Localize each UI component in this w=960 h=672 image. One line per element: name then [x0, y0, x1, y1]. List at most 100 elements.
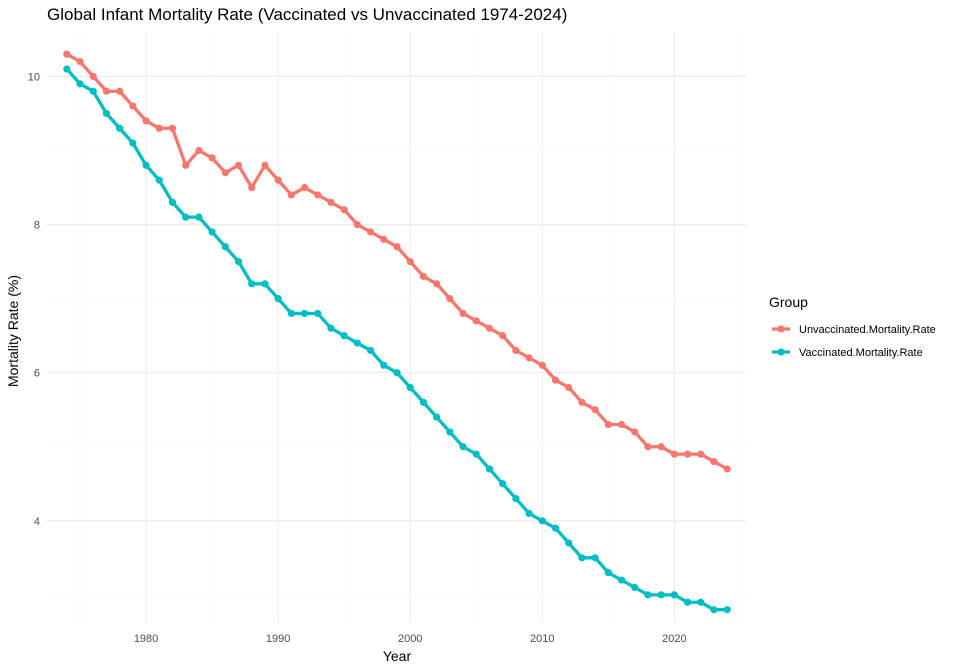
data-point	[142, 161, 150, 169]
x-tick-label: 1990	[266, 633, 290, 645]
legend-key-point	[777, 325, 785, 333]
data-point	[142, 117, 150, 125]
data-point	[538, 361, 546, 369]
data-point	[485, 465, 494, 473]
data-point	[591, 406, 599, 414]
data-point	[274, 295, 282, 303]
data-point	[419, 398, 428, 406]
data-point	[353, 339, 361, 347]
data-point	[248, 183, 256, 192]
y-tick-label: 8	[34, 220, 40, 232]
chart-title: Global Infant Mortality Rate (Vaccinated…	[47, 5, 567, 24]
data-point	[208, 228, 216, 236]
data-point	[287, 309, 295, 318]
data-point	[221, 243, 229, 251]
data-point	[327, 198, 335, 206]
data-point	[314, 191, 322, 199]
x-axis-ticks: 1980 1990 2000 2010 2020	[134, 633, 687, 645]
data-point	[393, 369, 401, 377]
data-point	[300, 183, 309, 192]
data-point	[710, 457, 718, 466]
data-point	[89, 72, 97, 81]
data-point	[380, 361, 388, 369]
data-point	[248, 280, 256, 288]
data-point	[380, 235, 388, 243]
data-point	[710, 606, 718, 614]
data-point	[234, 257, 243, 266]
data-point	[670, 450, 678, 458]
data-point	[63, 50, 71, 58]
data-point	[565, 539, 573, 547]
data-point	[102, 87, 111, 95]
data-point	[723, 606, 731, 614]
data-point	[182, 213, 190, 221]
legend-item: Vaccinated.Mortality.Rate	[772, 347, 923, 359]
x-tick-label: 2020	[662, 633, 686, 645]
data-point	[683, 450, 692, 458]
data-point	[565, 383, 573, 392]
y-axis-title: Mortality Rate (%)	[5, 275, 21, 387]
data-point	[155, 176, 163, 184]
data-point	[168, 124, 177, 132]
data-point	[168, 198, 177, 206]
data-point	[63, 65, 71, 73]
data-point	[512, 346, 520, 355]
data-point	[195, 146, 203, 155]
data-point	[208, 154, 216, 162]
data-point	[485, 324, 494, 332]
data-point	[683, 598, 692, 606]
data-point	[129, 139, 137, 147]
grid	[47, 32, 747, 623]
data-point	[538, 517, 546, 525]
data-point	[723, 465, 731, 473]
data-point	[551, 524, 560, 532]
data-point	[366, 228, 375, 236]
data-point	[697, 450, 705, 458]
data-point	[631, 583, 639, 592]
data-point	[234, 161, 243, 169]
data-point	[76, 58, 84, 66]
data-point	[221, 169, 229, 177]
data-point	[89, 87, 97, 95]
data-point	[631, 428, 639, 436]
data-point	[406, 383, 414, 392]
data-point	[604, 569, 612, 577]
series-line	[66, 52, 728, 471]
data-point	[472, 450, 480, 458]
data-point	[551, 376, 560, 384]
data-point	[670, 591, 678, 599]
data-point	[657, 443, 665, 451]
data-point	[591, 554, 599, 562]
y-axis-ticks: 4 6 8 10	[28, 71, 40, 527]
data-point	[433, 413, 441, 421]
legend-title: Group	[769, 294, 808, 310]
data-point	[195, 213, 203, 221]
series-2	[63, 65, 731, 614]
data-point	[446, 295, 454, 303]
legend-item: Unvaccinated.Mortality.Rate	[772, 324, 936, 336]
data-point	[155, 124, 163, 132]
x-tick-label: 2010	[530, 633, 554, 645]
data-point	[353, 220, 361, 229]
data-point	[76, 80, 84, 88]
data-point	[406, 257, 414, 266]
data-point	[393, 243, 401, 251]
data-point	[287, 191, 295, 199]
data-point	[499, 480, 507, 488]
data-point	[366, 346, 375, 355]
legend-key-point	[777, 348, 785, 356]
data-point	[499, 332, 507, 340]
series-1	[63, 50, 731, 473]
data-point	[617, 576, 626, 584]
legend-label: Vaccinated.Mortality.Rate	[799, 347, 923, 359]
data-point	[617, 420, 626, 429]
data-point	[644, 443, 652, 451]
data-point	[419, 272, 428, 280]
data-point	[261, 161, 269, 169]
data-point	[433, 280, 441, 288]
data-point	[525, 354, 533, 362]
series-line	[65, 67, 728, 612]
data-point	[182, 161, 190, 169]
legend: Group Unvaccinated.Mortality.Rate Vaccina…	[769, 294, 936, 359]
data-point	[459, 309, 467, 318]
